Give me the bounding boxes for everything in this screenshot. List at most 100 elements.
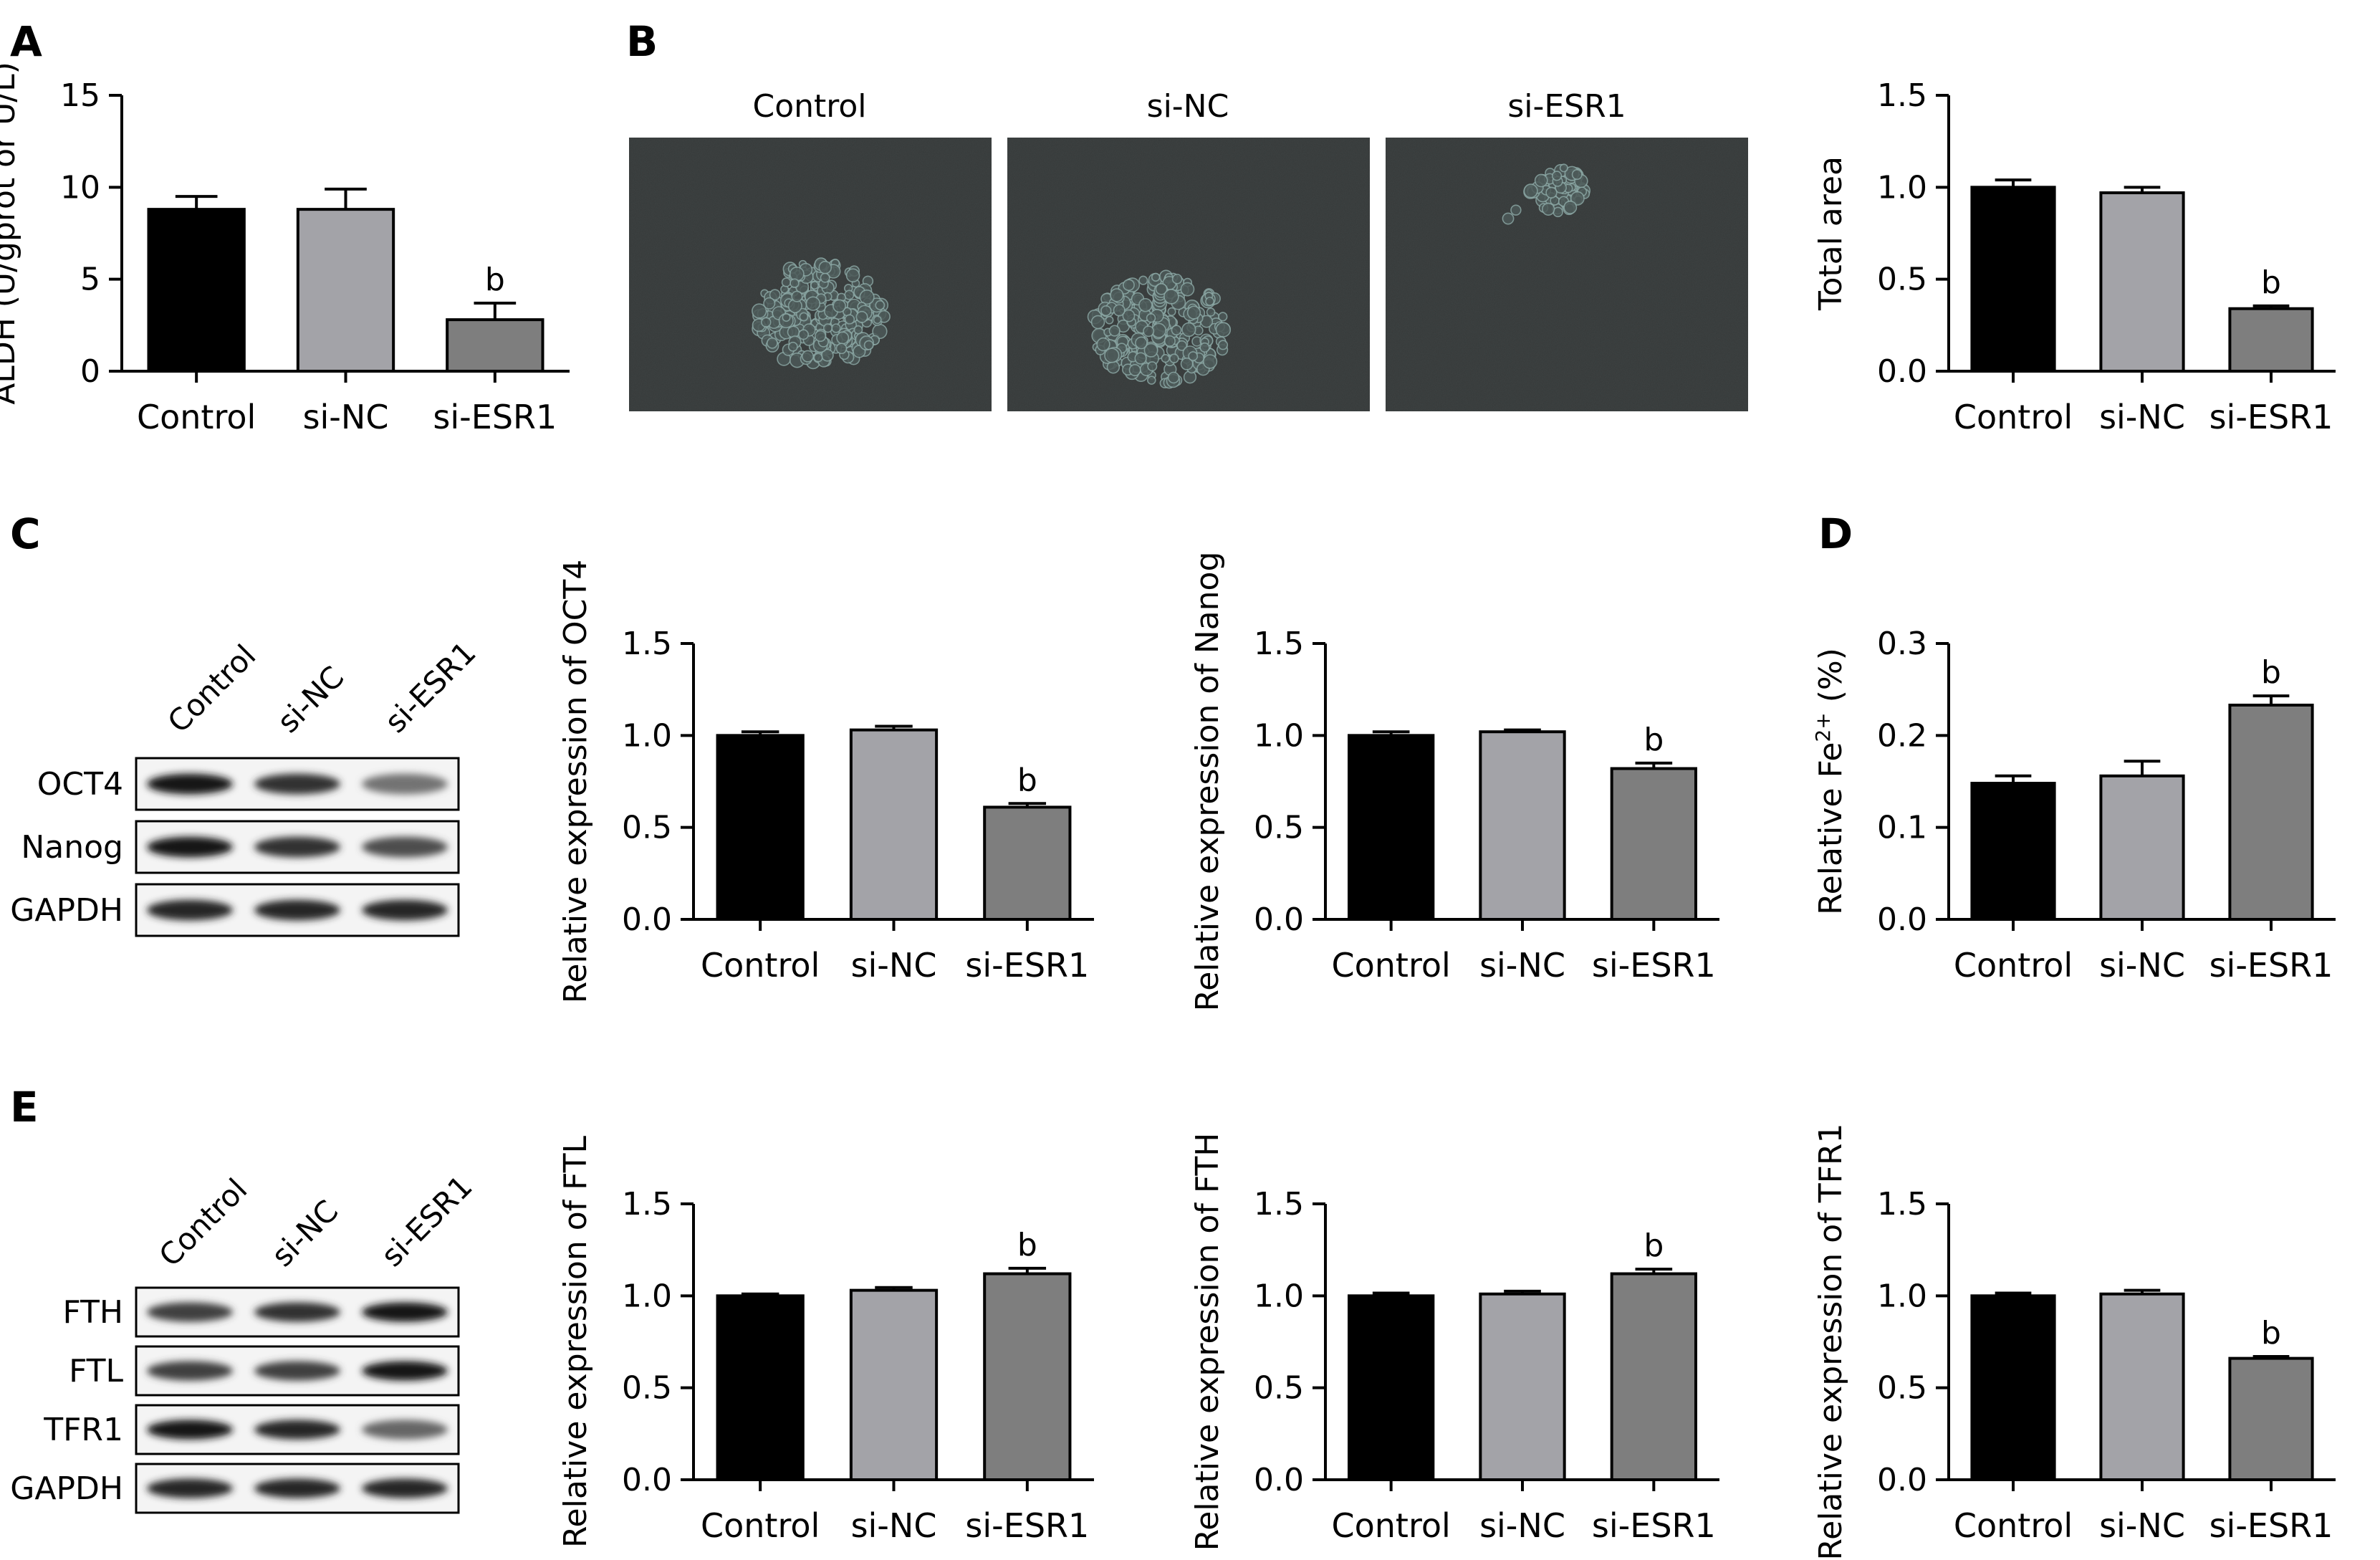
blot-lane-label: si-ESR1 <box>374 1169 479 1273</box>
bar-si-esr1 <box>983 1272 1072 1481</box>
micrograph-panel: Control si-NC si-ESR1 <box>629 88 1748 411</box>
chart-a-aldh: 0 5 10 15 Control si-NC si-ESR1 b ALDH (U/gprot … <box>0 62 570 436</box>
y-tick-label: 1.5 <box>622 1186 672 1222</box>
bar-control <box>1970 186 2056 373</box>
x-tick-label: Control <box>1954 946 2073 985</box>
chart-b-area: 0.0 0.5 1.0 1.5 Control si-NC si-ESR1 b Total ar… <box>1813 77 2336 436</box>
blot-row-oct4: OCT4 <box>37 757 460 811</box>
x-tick-label: si-NC <box>303 398 389 436</box>
bar-si-esr1 <box>2228 703 2314 921</box>
bar-si-esr1 <box>983 805 1072 922</box>
micrograph-title-si-esr1: si-ESR1 <box>1507 88 1626 125</box>
x-tick-label: Control <box>1332 1506 1451 1545</box>
y-tick-label: 1.5 <box>1254 1186 1304 1222</box>
y-tick-label: 0 <box>80 353 100 390</box>
significance-label: b <box>2261 1315 2281 1351</box>
x-tick-label: Control <box>1332 946 1451 985</box>
significance-label: b <box>1017 1227 1037 1263</box>
blot-lane-label: si-NC <box>264 1193 345 1273</box>
blot-row-label: GAPDH <box>10 892 123 929</box>
blot-row-label: GAPDH <box>10 1470 123 1507</box>
chart-e-ftl: 0.0 0.5 1.0 1.5 Control si-NC si-ESR1 b Relative… <box>557 1135 1094 1548</box>
micrograph-title-control: Control <box>752 88 866 125</box>
bar-si-nc <box>849 1288 939 1481</box>
blot-band <box>254 1361 340 1381</box>
bar-si-nc <box>2099 774 2185 922</box>
blot-row-gapdh: GAPDH <box>10 1463 460 1514</box>
micrograph-si-esr1 <box>1386 138 1748 411</box>
blot-lane-label: Control <box>160 638 262 740</box>
blot-band <box>254 836 340 858</box>
y-tick-label: 1.0 <box>622 1278 672 1314</box>
blot-band <box>254 1302 340 1322</box>
x-tick-label: si-ESR1 <box>2209 1506 2333 1545</box>
blot-row-label: FTH <box>63 1294 124 1331</box>
blot-band <box>147 1361 233 1381</box>
blot-band <box>362 1478 448 1498</box>
bar-si-nc <box>2099 191 2185 373</box>
blot-lane-label: Control <box>152 1172 254 1273</box>
x-tick-label: Control <box>1954 1506 2073 1545</box>
blot-band <box>147 1420 233 1440</box>
x-tick-label: si-NC <box>1479 1506 1565 1545</box>
y-tick-label: 1.0 <box>622 717 672 754</box>
blot-row-label: Nanog <box>21 829 123 866</box>
y-tick-label: 5 <box>80 262 100 298</box>
chart-c-nanog: 0.0 0.5 1.0 1.5 Control si-NC si-ESR1 b Relative… <box>1189 552 1719 1012</box>
chart-e-fth: 0.0 0.5 1.0 1.5 Control si-NC si-ESR1 b Relative… <box>1189 1133 1719 1551</box>
y-axis-label: Total area <box>1813 156 1849 311</box>
blot-band <box>254 1478 340 1498</box>
blot-band <box>147 899 233 921</box>
bar-si-esr1 <box>1610 1272 1698 1481</box>
x-tick-label: si-NC <box>1479 946 1565 985</box>
y-tick-label: 0.5 <box>1877 262 1927 298</box>
blot-band <box>147 836 233 858</box>
blot-band <box>147 1478 233 1498</box>
significance-label: b <box>2261 264 2281 301</box>
bar-control <box>716 734 805 922</box>
blot-row-label: FTL <box>69 1353 123 1389</box>
y-tick-label: 1.5 <box>1254 626 1304 662</box>
western-blot-c: Control si-NC si-ESR1 OCT4 Nanog GAPDH <box>10 635 483 937</box>
bar-si-nc <box>296 208 395 373</box>
y-tick-label: 0.0 <box>1877 901 1927 938</box>
blot-band <box>362 836 448 858</box>
bar-si-nc <box>2099 1292 2185 1482</box>
panel-letter-b: B <box>626 17 658 66</box>
x-tick-label: si-ESR1 <box>1592 1506 1716 1545</box>
bar-control <box>147 208 246 373</box>
micrograph-control <box>629 138 992 411</box>
x-tick-label: Control <box>1954 398 2073 436</box>
y-tick-label: 1.5 <box>622 626 672 662</box>
x-tick-label: Control <box>137 398 256 436</box>
blot-band <box>254 773 340 795</box>
x-tick-label: Control <box>701 1506 820 1545</box>
x-tick-label: si-ESR1 <box>2209 946 2333 985</box>
x-tick-label: si-NC <box>851 1506 937 1545</box>
x-tick-label: si-ESR1 <box>965 1506 1089 1545</box>
bar-control <box>1970 1294 2056 1482</box>
blot-band <box>362 1420 448 1440</box>
y-axis-label: Relative expression of FTH <box>1189 1133 1226 1551</box>
bar-si-esr1 <box>2228 307 2314 373</box>
y-axis-label: Relative expression of OCT4 <box>557 560 594 1003</box>
y-axis-label: Relative expression of Nanog <box>1189 552 1226 1012</box>
y-axis-label: Relative Fe2+ (%) <box>1811 648 1849 915</box>
x-tick-label: si-NC <box>2099 1506 2185 1545</box>
x-tick-label: si-ESR1 <box>965 946 1089 985</box>
blot-row-gapdh: GAPDH <box>10 883 460 937</box>
y-tick-label: 0.0 <box>622 901 672 938</box>
y-tick-label: 0.5 <box>1254 810 1304 846</box>
x-tick-label: Control <box>701 946 820 985</box>
western-blot-e: Control si-NC si-ESR1 FTH FTL TFR1 GAPDH <box>10 1169 479 1514</box>
y-tick-label: 0.2 <box>1877 717 1927 754</box>
y-tick-label: 0.5 <box>1877 1370 1927 1407</box>
bar-si-nc <box>849 728 939 922</box>
bar-control <box>716 1294 805 1482</box>
chart-d-fe: 0.0 0.1 0.2 0.3 Control si-NC si-ESR1 b Relative… <box>1811 626 2336 985</box>
y-tick-label: 0.5 <box>1254 1370 1304 1407</box>
y-tick-label: 0.3 <box>1877 626 1927 662</box>
y-tick-label: 10 <box>60 169 100 206</box>
y-axis-label: Relative expression of TFR1 <box>1813 1124 1849 1560</box>
blot-band <box>147 773 233 795</box>
